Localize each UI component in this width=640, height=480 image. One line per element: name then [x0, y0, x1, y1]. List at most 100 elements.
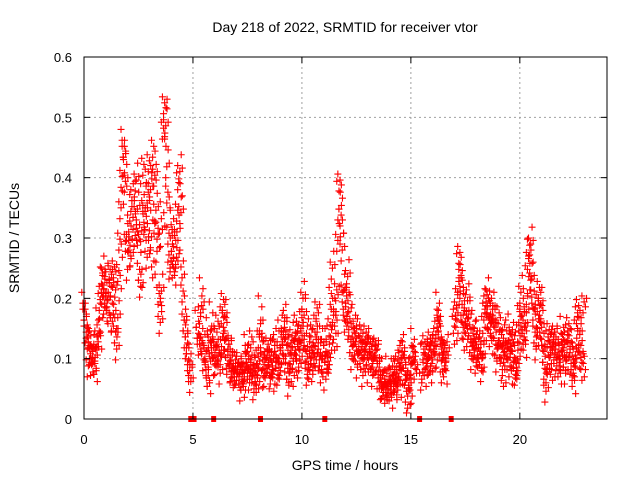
data-point: [539, 358, 547, 366]
data-point: [126, 191, 134, 199]
data-point: [140, 218, 148, 226]
data-point: [113, 281, 121, 289]
data-point: [159, 315, 167, 323]
data-point: [137, 282, 145, 290]
data-point: [347, 304, 355, 312]
data-point: [435, 317, 443, 325]
data-point: [541, 398, 549, 406]
data-point: [576, 349, 584, 357]
data-point: [494, 320, 502, 328]
data-point: [453, 337, 461, 345]
data-point: [455, 259, 463, 267]
data-point: [285, 379, 293, 387]
data-point: [551, 340, 559, 348]
data-point: [272, 364, 280, 372]
data-point: [316, 349, 324, 357]
data-point: [239, 359, 247, 367]
data-point: [112, 268, 120, 276]
data-point: [95, 327, 103, 335]
data-point: [290, 311, 298, 319]
data-point: [163, 163, 171, 171]
data-point: [513, 375, 521, 383]
data-point: [270, 387, 278, 395]
data-point: [436, 340, 444, 348]
data-point: [140, 160, 148, 168]
data-point: [455, 265, 463, 273]
data-point: [352, 311, 360, 319]
data-point: [430, 325, 438, 332]
data-point: [185, 356, 193, 364]
data-point: [405, 355, 413, 363]
data-point: [434, 306, 442, 314]
data-point: [401, 398, 409, 406]
data-point: [320, 386, 328, 394]
data-point: [295, 367, 303, 375]
data-point: [467, 310, 475, 318]
data-point: [314, 309, 322, 317]
data-point: [481, 285, 489, 293]
data-point: [223, 318, 231, 326]
data-point: [178, 274, 186, 282]
data-point: [145, 157, 153, 165]
data-point: [360, 322, 368, 330]
data-point: [556, 312, 564, 320]
data-point: [537, 318, 545, 326]
data-point: [236, 369, 244, 377]
data-point: [471, 335, 479, 343]
data-point: [453, 302, 461, 310]
data-point: [519, 316, 527, 324]
data-point: [511, 328, 519, 336]
data-point: [179, 287, 187, 295]
data-point: [344, 273, 352, 281]
data-point: [338, 246, 346, 254]
data-point: [407, 325, 415, 332]
data-point: [486, 287, 494, 295]
data-point: [572, 390, 580, 398]
data-point: [346, 291, 354, 299]
data-point: [108, 317, 116, 325]
data-point: [268, 335, 276, 343]
data-point: [505, 373, 513, 381]
data-point: [254, 292, 262, 300]
data-point: [212, 341, 220, 349]
data-point: [406, 401, 414, 409]
data-point: [515, 359, 523, 367]
data-point: [335, 187, 343, 195]
data-point: [115, 341, 123, 349]
data-point: [125, 236, 133, 244]
data-point: [245, 352, 253, 360]
data-point: [393, 381, 401, 389]
data-point: [127, 252, 135, 260]
data-point: [566, 325, 574, 332]
data-point: [454, 288, 462, 296]
data-point: [518, 271, 526, 279]
data-point: [326, 300, 334, 308]
data-point: [149, 274, 157, 282]
data-point: [434, 334, 442, 342]
data-point: [241, 341, 249, 349]
data-point: [327, 290, 335, 298]
data-point: [527, 240, 535, 248]
data-point: [172, 264, 180, 272]
data-point: [313, 328, 321, 336]
data-point: [114, 229, 122, 237]
data-point: [527, 286, 535, 294]
data-point: [456, 248, 464, 256]
data-point: [454, 329, 462, 337]
data-point: [323, 368, 331, 376]
data-point: [267, 349, 275, 357]
data-point: [267, 373, 275, 381]
data-point: [256, 378, 264, 386]
data-point: [441, 341, 449, 349]
data-point: [450, 340, 458, 348]
data-point: [302, 357, 310, 365]
data-point: [462, 308, 470, 316]
data-point: [282, 334, 290, 342]
data-point: [151, 220, 159, 228]
data-point: [452, 315, 460, 323]
data-point: [283, 375, 291, 383]
data-point: [491, 323, 499, 331]
data-point: [407, 399, 415, 407]
data-point: [111, 293, 119, 301]
data-point: [438, 350, 446, 358]
